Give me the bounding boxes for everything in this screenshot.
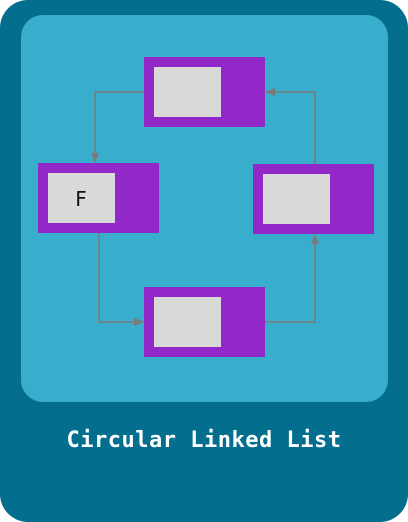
link-left-to-bottom — [98, 233, 144, 326]
list-node — [144, 57, 265, 127]
node-data-box — [263, 174, 330, 224]
list-node — [253, 164, 374, 234]
node-data-box — [48, 173, 115, 223]
list-node: F — [38, 163, 159, 233]
link-right-to-top — [265, 88, 316, 164]
diagram-caption: Circular Linked List — [66, 428, 342, 453]
node-data-box — [154, 297, 221, 347]
node-label: F — [75, 187, 87, 211]
node-data-box — [154, 67, 221, 117]
link-top-to-left — [91, 91, 145, 163]
list-node — [144, 287, 265, 357]
link-bottom-to-right — [265, 234, 319, 323]
